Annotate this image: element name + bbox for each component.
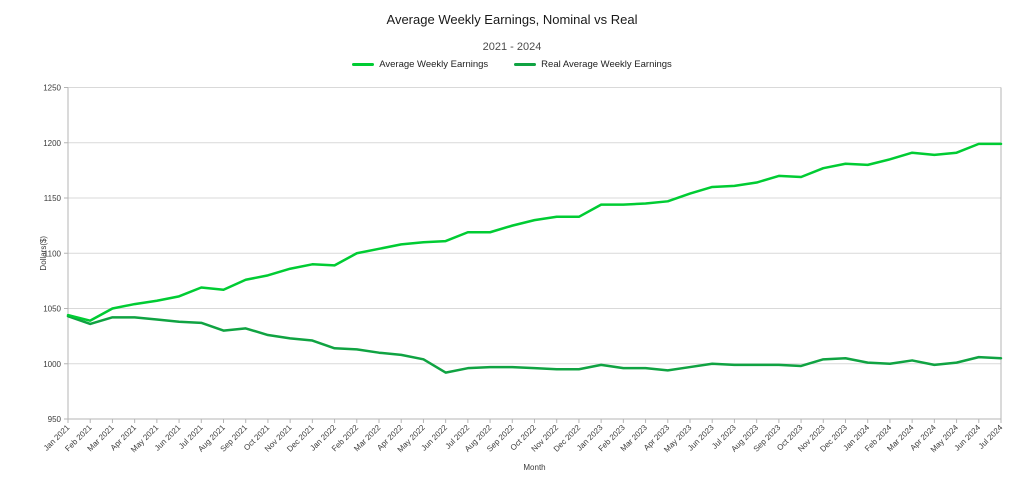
x-tick-label: Jul 2024 xyxy=(977,423,1005,451)
legend-item-real: Real Average Weekly Earnings xyxy=(514,59,672,70)
real-series-line xyxy=(66,314,1003,374)
chart-subtitle: 2021 - 2024 xyxy=(482,41,542,53)
y-tick-label: 1100 xyxy=(44,249,62,258)
y-tick-label: 1250 xyxy=(43,84,61,93)
y-tick-label: 1000 xyxy=(43,360,61,369)
nominal-series-swatch xyxy=(352,62,375,67)
legend-label-nominal: Average Weekly Earnings xyxy=(379,59,489,70)
legend: Average Weekly Earnings Real Average Wee… xyxy=(0,59,1024,70)
y-tick-label: 1150 xyxy=(44,194,62,203)
real-series-swatch xyxy=(514,62,537,67)
y-tick-label: 950 xyxy=(48,415,62,424)
legend-label-real: Real Average Weekly Earnings xyxy=(541,59,672,70)
y-tick-label: 1050 xyxy=(43,305,61,314)
y-axis-title: Dollars($) xyxy=(39,236,48,271)
y-tick-label: 1200 xyxy=(43,139,61,148)
chart-title: Average Weekly Earnings, Nominal vs Real xyxy=(386,12,638,27)
nominal-series-line xyxy=(66,142,1003,322)
x-axis-title: Month xyxy=(523,463,545,472)
legend-item-nominal: Average Weekly Earnings xyxy=(352,59,488,70)
